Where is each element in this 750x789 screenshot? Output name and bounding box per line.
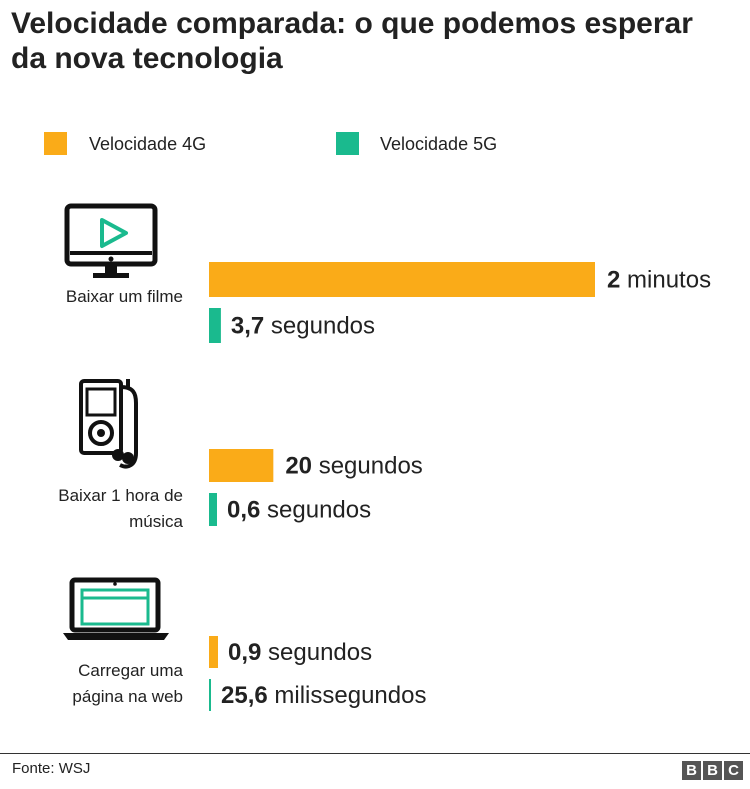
category-label: Carregar uma xyxy=(78,661,183,680)
monitor-play-icon xyxy=(64,203,158,278)
category-label: página na web xyxy=(72,687,183,706)
legend-label-5g: Velocidade 5G xyxy=(380,134,498,154)
bbc-logo-letter: C xyxy=(724,761,743,780)
legend-label-4g: Velocidade 4G xyxy=(89,134,207,154)
category-label: Baixar 1 hora de xyxy=(58,486,183,505)
bar-5g xyxy=(209,308,221,343)
bar-4g xyxy=(209,449,274,482)
legend-swatch-5g xyxy=(336,132,359,155)
music-player-icon xyxy=(79,379,138,469)
value-label: 0,6 segundos xyxy=(227,497,371,524)
value-label: 3,7 segundos xyxy=(231,313,375,340)
source-note: Fonte: WSJ xyxy=(12,760,91,777)
bar-5g xyxy=(209,679,211,711)
legend-swatch-4g xyxy=(44,132,67,155)
category-label: música xyxy=(129,512,183,531)
bbc-logo-letter: B xyxy=(682,761,701,780)
bar-4g xyxy=(209,262,595,297)
bar-5g xyxy=(209,493,217,526)
category-label: Baixar um filme xyxy=(66,287,183,306)
laptop-icon xyxy=(63,577,169,640)
value-label: 2 minutos xyxy=(607,267,711,294)
bbc-logo: B B C xyxy=(682,761,743,780)
bar-chart: Baixar um filme 2 minutos 3,7 segundos Baix… xyxy=(58,262,711,711)
bar-4g xyxy=(209,636,218,668)
value-label: 0,9 segundos xyxy=(228,639,372,666)
chart-title: Velocidade comparada: o que podemos espe… xyxy=(11,7,693,75)
footer-divider xyxy=(0,753,750,754)
value-label: 20 segundos xyxy=(285,453,422,480)
bbc-logo-letter: B xyxy=(703,761,722,780)
value-label: 25,6 milissegundos xyxy=(221,682,426,709)
